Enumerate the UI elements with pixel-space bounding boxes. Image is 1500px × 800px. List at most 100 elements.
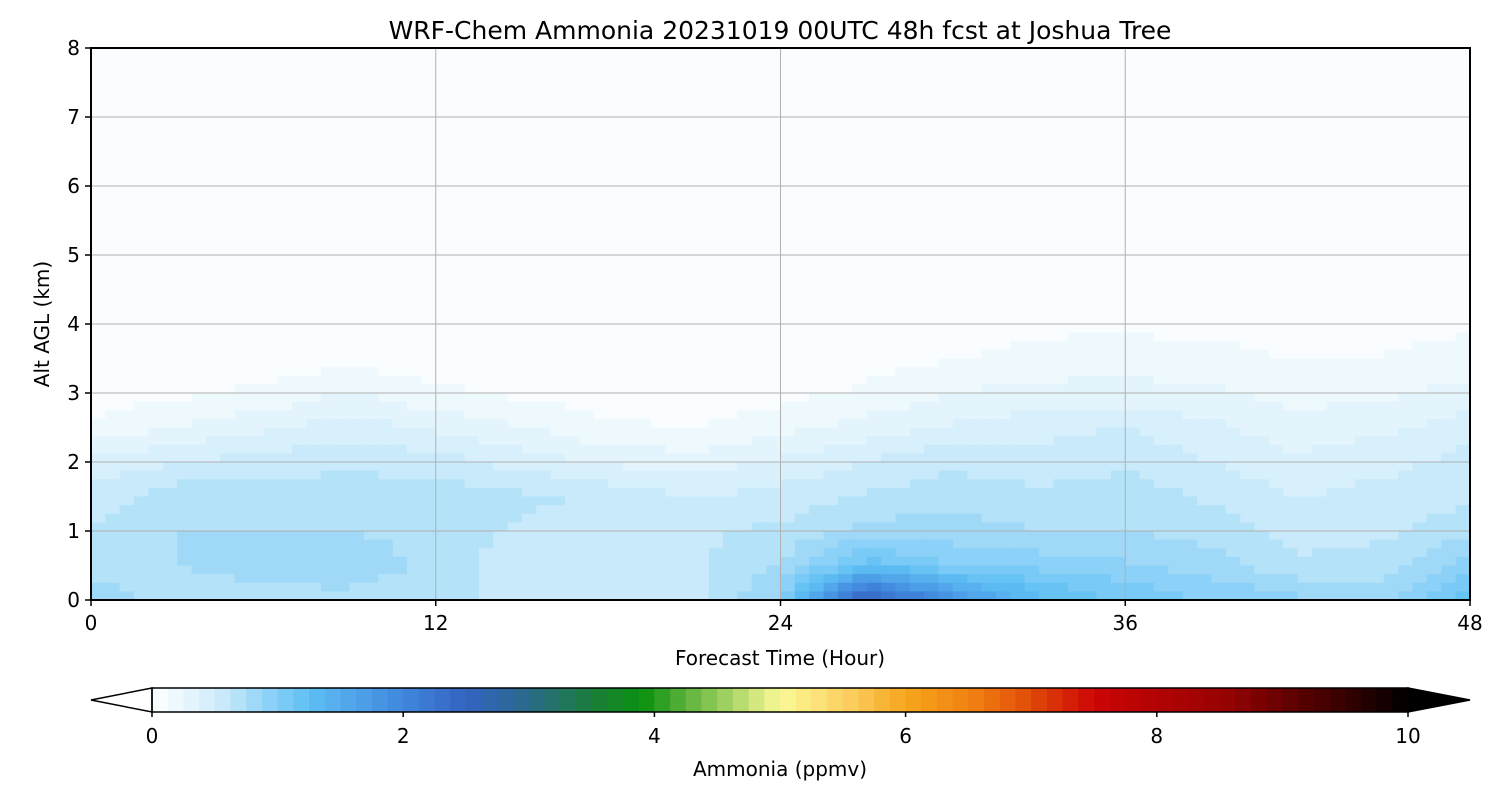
heatmap-cell xyxy=(895,453,911,463)
heatmap-cell xyxy=(162,82,178,92)
heatmap-cell xyxy=(1125,151,1141,161)
heatmap-cell xyxy=(407,220,422,230)
heatmap-cell xyxy=(205,401,221,411)
heatmap-cell xyxy=(1383,358,1399,368)
heatmap-cell xyxy=(134,134,150,144)
heatmap-cell xyxy=(1153,177,1169,187)
heatmap-cell xyxy=(1067,470,1083,480)
heatmap-cell xyxy=(952,99,968,109)
heatmap-cell xyxy=(1125,237,1141,247)
heatmap-cell xyxy=(1311,324,1327,334)
heatmap-cell xyxy=(780,56,796,66)
heatmap-cell xyxy=(938,479,954,489)
heatmap-cell xyxy=(1268,203,1284,213)
heatmap-cell xyxy=(1211,263,1227,273)
heatmap-cell xyxy=(1110,349,1126,360)
heatmap-cell xyxy=(967,255,983,265)
heatmap-cell xyxy=(723,73,738,84)
heatmap-cell xyxy=(809,462,825,472)
heatmap-cell xyxy=(91,462,106,472)
heatmap-cell xyxy=(737,160,753,170)
heatmap-cell xyxy=(450,418,466,429)
heatmap-cell xyxy=(1340,436,1356,446)
heatmap-cell xyxy=(1039,280,1055,291)
heatmap-cell xyxy=(507,341,523,351)
heatmap-cell xyxy=(751,73,767,84)
heatmap-cell xyxy=(464,272,480,282)
heatmap-cell xyxy=(249,401,264,411)
heatmap-cell xyxy=(766,306,782,316)
heatmap-cell xyxy=(220,280,236,291)
heatmap-cell xyxy=(119,367,135,377)
heatmap-cell xyxy=(335,56,351,66)
heatmap-cell xyxy=(794,332,810,342)
heatmap-cell xyxy=(780,237,796,247)
heatmap-cell xyxy=(679,168,695,178)
heatmap-cell xyxy=(191,427,207,437)
heatmap-cell xyxy=(162,306,178,316)
heatmap-cell xyxy=(1082,142,1098,153)
heatmap-cell xyxy=(665,436,681,446)
heatmap-cell xyxy=(450,462,466,472)
heatmap-cell xyxy=(1254,211,1270,222)
heatmap-cell xyxy=(837,263,853,273)
heatmap-cell xyxy=(967,487,983,498)
heatmap-cell xyxy=(177,134,193,144)
heatmap-cell xyxy=(119,203,135,213)
heatmap-cell xyxy=(493,237,509,247)
heatmap-cell xyxy=(249,108,264,118)
heatmap-cell xyxy=(1340,142,1356,153)
heatmap-cell xyxy=(277,324,293,334)
heatmap-cell xyxy=(1211,453,1227,463)
heatmap-cell xyxy=(895,401,911,411)
heatmap-cell xyxy=(162,99,178,109)
heatmap-cell xyxy=(895,306,911,316)
heatmap-cell xyxy=(909,462,925,472)
heatmap-cell xyxy=(205,229,221,239)
heatmap-cell xyxy=(1311,263,1327,273)
heatmap-cell xyxy=(478,349,494,360)
heatmap-cell xyxy=(550,65,566,75)
heatmap-cell xyxy=(708,298,724,308)
heatmap-cell xyxy=(636,280,652,291)
heatmap-cell xyxy=(177,142,193,153)
heatmap-cell xyxy=(478,384,494,394)
heatmap-cell xyxy=(694,160,710,170)
heatmap-cell xyxy=(679,418,695,429)
heatmap-cell xyxy=(507,125,523,135)
heatmap-cell xyxy=(234,418,250,429)
heatmap-cell xyxy=(593,73,609,84)
heatmap-cell xyxy=(435,453,451,463)
heatmap-cell xyxy=(464,349,480,360)
heatmap-cell xyxy=(464,151,480,161)
heatmap-cell xyxy=(148,410,164,420)
heatmap-cell xyxy=(737,125,753,135)
heatmap-cell xyxy=(464,306,480,316)
heatmap-cell xyxy=(565,367,580,377)
heatmap-cell xyxy=(651,48,667,58)
heatmap-cell xyxy=(1182,470,1198,480)
heatmap-cell xyxy=(981,289,997,299)
heatmap-cell xyxy=(1153,48,1169,58)
heatmap-cell xyxy=(1369,108,1385,118)
heatmap-cell xyxy=(938,186,954,196)
heatmap-cell xyxy=(1369,99,1385,109)
heatmap-cell xyxy=(995,272,1011,282)
heatmap-cell xyxy=(1412,194,1428,204)
heatmap-cell xyxy=(952,289,968,299)
heatmap-cell xyxy=(1096,358,1112,368)
heatmap-cell xyxy=(220,272,236,282)
heatmap-cell xyxy=(809,332,825,342)
heatmap-cell xyxy=(1067,82,1083,92)
heatmap-cell xyxy=(694,410,710,420)
heatmap-cell xyxy=(1082,401,1098,411)
heatmap-cell xyxy=(895,487,911,498)
heatmap-cell xyxy=(694,401,710,411)
heatmap-cell xyxy=(1283,142,1299,153)
heatmap-cell xyxy=(536,487,552,498)
heatmap-cell xyxy=(220,168,236,178)
heatmap-cell xyxy=(148,65,164,75)
heatmap-cell xyxy=(1067,108,1083,118)
heatmap-cell xyxy=(794,349,810,360)
heatmap-cell xyxy=(1096,470,1112,480)
